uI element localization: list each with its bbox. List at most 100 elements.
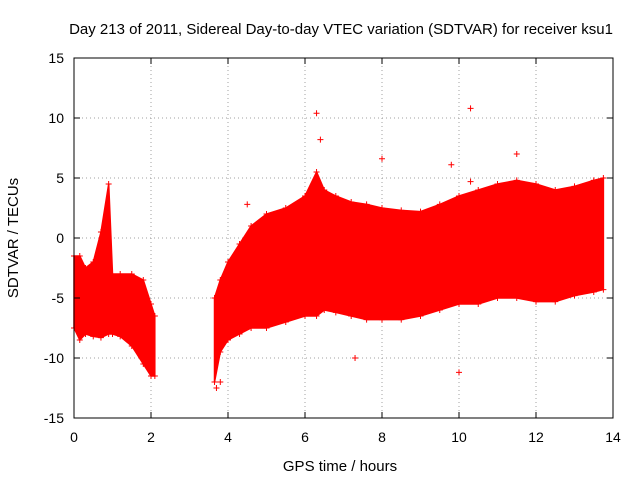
envelope-lower-point	[533, 298, 539, 305]
envelope-upper-point	[513, 177, 520, 184]
outlier-point	[317, 136, 324, 143]
x-axis-label: GPS time / hours	[283, 458, 397, 475]
outlier-point	[456, 369, 462, 376]
envelope-lower-point	[600, 286, 607, 293]
y-tick-label: 5	[56, 170, 64, 186]
envelope-lower-point	[321, 307, 328, 313]
envelope-upper-point	[248, 223, 255, 229]
envelope-upper-point	[82, 265, 89, 271]
envelope-upper-point	[109, 271, 116, 277]
envelope-lower-point	[282, 319, 289, 325]
envelope-upper-point	[348, 199, 355, 205]
envelope-upper-point	[475, 187, 482, 193]
envelope-lower-point	[109, 331, 116, 337]
envelope-upper-point	[282, 205, 289, 211]
envelope-upper-point	[140, 277, 147, 283]
envelope-lower-point	[117, 333, 124, 340]
outlier-point	[217, 379, 224, 385]
x-tick-label: 6	[301, 429, 309, 445]
outlier-point	[467, 105, 474, 112]
sdtvar-series	[71, 105, 607, 391]
envelope-upper-point	[436, 201, 443, 208]
chart-title: Day 213 of 2011, Sidereal Day-to-day VTE…	[69, 21, 613, 38]
envelope-lower-point	[513, 295, 520, 301]
envelope-upper-point	[321, 187, 328, 193]
outlier-point	[513, 151, 520, 157]
y-tick-label: -10	[44, 350, 64, 366]
envelope-lower-point	[363, 316, 370, 323]
envelope-upper-point	[263, 211, 270, 217]
envelope-lower-point	[552, 298, 559, 305]
envelope-lower-point	[571, 292, 578, 299]
y-tick-label: -5	[52, 290, 65, 306]
envelope-upper-point	[97, 229, 104, 235]
envelope-lower-point	[90, 333, 97, 340]
envelope-upper-point	[456, 193, 462, 199]
envelope-lower-point	[217, 349, 224, 355]
x-tick-label: 8	[378, 429, 386, 445]
envelope-lower-point	[313, 313, 320, 319]
envelope-lower-point	[248, 325, 255, 331]
envelope-upper-point	[571, 183, 578, 190]
envelope-upper-point	[379, 205, 385, 211]
envelope-lower-point	[151, 373, 158, 379]
outlier-point	[379, 155, 385, 162]
y-tick-label: 0	[56, 230, 64, 246]
envelope-lower-point	[128, 343, 135, 349]
envelope-lower-point	[302, 313, 308, 319]
envelope-upper-point	[217, 277, 224, 283]
envelope-upper-point	[105, 181, 112, 187]
envelope-lower-point	[211, 379, 218, 385]
outlier-point	[352, 355, 359, 361]
envelope-upper-point	[76, 253, 83, 259]
y-tick-label: 15	[48, 50, 64, 66]
envelope-lower-point	[379, 316, 385, 323]
y-tick-label: -15	[44, 410, 64, 426]
envelope-lower-point	[140, 361, 147, 367]
envelope-lower-point	[417, 313, 424, 319]
envelope-lower-point	[76, 337, 83, 343]
y-tick-label: 10	[48, 110, 64, 126]
envelope-lower-point	[348, 313, 355, 319]
x-tick-label: 10	[451, 429, 467, 445]
outlier-point	[244, 201, 251, 208]
envelope-lower-point	[398, 316, 405, 323]
envelope-upper-point	[151, 313, 158, 319]
envelope-upper-point	[600, 175, 607, 181]
envelope-upper-point	[398, 207, 405, 214]
envelope-upper-point	[590, 177, 597, 184]
envelope-upper-point	[90, 259, 97, 265]
envelope-upper-point	[313, 169, 320, 175]
axis-ticks: 0 2 4 6 8 10 12 14 -15 -10 -5 0 5 10 15	[44, 50, 621, 445]
envelope-upper-point	[148, 301, 154, 307]
envelope-lower-point	[475, 301, 482, 307]
envelope-upper-point	[533, 181, 539, 187]
envelope-upper-point	[494, 181, 501, 187]
envelope-lower-point	[82, 331, 89, 337]
x-tick-label: 0	[70, 429, 78, 445]
envelope-upper-point	[332, 193, 339, 199]
x-tick-label: 2	[147, 429, 155, 445]
envelope-lower-point	[590, 289, 597, 295]
envelope-lower-point	[263, 325, 270, 331]
envelope-upper-point	[417, 208, 424, 215]
x-tick-label: 12	[528, 429, 544, 445]
x-tick-label: 4	[224, 429, 232, 445]
envelope-lower-point	[225, 337, 231, 343]
envelope-lower-point	[494, 295, 501, 301]
envelope-upper-point	[117, 271, 124, 277]
outlier-point	[313, 110, 320, 117]
envelope-lower-point	[456, 301, 462, 307]
envelope-upper-point	[236, 241, 243, 247]
sdtvar-envelope-band	[213, 170, 605, 383]
envelope-upper-point	[302, 193, 308, 199]
outlier-point	[213, 385, 220, 391]
envelope-upper-point	[552, 187, 559, 193]
envelope-upper-point	[128, 271, 135, 277]
envelope-upper-point	[211, 295, 218, 301]
envelope-lower-point	[332, 309, 339, 316]
envelope-upper-point	[363, 201, 370, 208]
envelope-lower-point	[436, 307, 443, 313]
envelope-lower-point	[97, 334, 104, 341]
